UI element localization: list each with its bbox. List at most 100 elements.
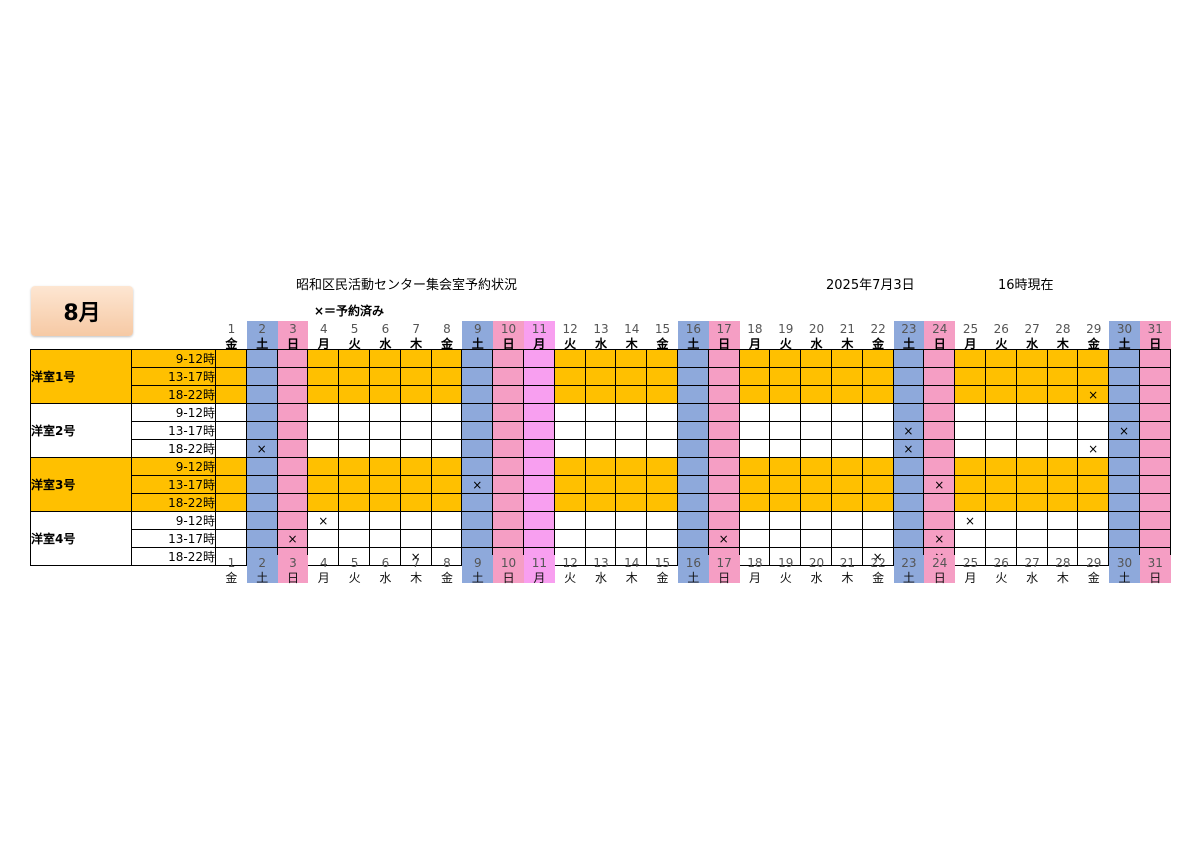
reservation-cell — [307, 529, 340, 548]
time-slot-label: 13-17時 — [131, 529, 216, 548]
day-header-cell: 10 日 — [493, 321, 524, 351]
reservation-cell — [1015, 403, 1048, 422]
reservation-cell — [307, 421, 340, 440]
day-of-week: 金 — [440, 337, 453, 351]
room-name: 洋室2号 — [30, 403, 132, 458]
day-header-cell: 20 水 — [801, 555, 832, 585]
reservation-cell — [800, 421, 832, 440]
reservation-cell — [430, 349, 463, 368]
reservation-cell — [646, 385, 678, 404]
time-slot-label: 13-17時 — [131, 421, 216, 440]
booked-mark: × — [307, 511, 340, 530]
reservation-cell — [584, 403, 617, 422]
reservation-cell — [830, 367, 863, 386]
reservation-cell — [1077, 493, 1110, 512]
day-of-week: 火 — [348, 571, 361, 585]
reservation-cell — [430, 367, 463, 386]
day-number: 14 — [624, 322, 640, 336]
reservation-cell — [1108, 529, 1140, 548]
reservation-cell — [1046, 385, 1079, 404]
day-header-cell: 12 火 — [555, 555, 586, 585]
day-number: 17 — [716, 322, 732, 336]
reservation-cell — [522, 421, 555, 440]
table-row: 13-17時 — [31, 367, 1171, 386]
day-header-cell: 12 火 — [555, 321, 586, 351]
reservation-cell — [430, 511, 463, 530]
day-of-week: 月 — [317, 337, 330, 351]
day-number: 22 — [870, 322, 886, 336]
reservation-cell — [368, 403, 401, 422]
reservation-cell — [615, 529, 648, 548]
reservation-cell — [1138, 421, 1171, 440]
reservation-cell — [338, 493, 370, 512]
day-number: 18 — [747, 556, 763, 570]
reservation-cell — [800, 367, 832, 386]
reservation-cell — [676, 385, 709, 404]
day-of-week: 土 — [471, 337, 484, 351]
day-of-week: 月 — [533, 571, 546, 585]
reservation-cell — [1015, 493, 1048, 512]
day-of-week: 火 — [564, 337, 577, 351]
day-number: 31 — [1147, 322, 1163, 336]
reservation-cell — [276, 367, 309, 386]
reservation-cell — [430, 547, 463, 566]
time-slot-label: 18-22時 — [131, 439, 216, 458]
day-number: 9 — [473, 556, 482, 570]
day-of-week: 日 — [718, 571, 731, 585]
reservation-cell — [215, 475, 247, 494]
day-of-week: 火 — [779, 571, 792, 585]
day-of-week: 木 — [1056, 571, 1069, 585]
day-header-cell: 26 火 — [986, 321, 1017, 351]
reservation-cell — [245, 511, 278, 530]
day-number: 17 — [716, 556, 732, 570]
reservation-cell — [830, 403, 863, 422]
day-number: 24 — [932, 556, 948, 570]
day-number: 11 — [531, 322, 547, 336]
reservation-cell — [830, 421, 863, 440]
reservation-cell — [399, 439, 432, 458]
reservation-cell — [984, 349, 1017, 368]
day-header-cell: 25 月 — [955, 555, 986, 585]
day-header-cell: 11 月 — [523, 555, 555, 585]
reservation-cell — [245, 421, 278, 440]
reservation-cell — [800, 511, 832, 530]
day-number: 29 — [1086, 556, 1102, 570]
day-of-week: 日 — [502, 337, 515, 351]
reservation-cell — [954, 439, 986, 458]
reservation-cell — [430, 421, 463, 440]
day-number: 15 — [654, 556, 671, 570]
reservation-cell — [368, 349, 401, 368]
reservation-cell — [1138, 349, 1171, 368]
day-number: 31 — [1147, 556, 1163, 570]
day-of-week: 金 — [656, 337, 669, 351]
table-row: 洋室1号 9-12時 — [30, 349, 1171, 404]
booked-mark: × — [1077, 385, 1110, 404]
reservation-cell — [923, 457, 956, 476]
reservation-cell — [1046, 547, 1079, 566]
day-number: 5 — [350, 556, 359, 570]
reservation-cell — [522, 367, 555, 386]
reservation-cell — [676, 511, 709, 530]
reservation-cell — [954, 529, 986, 548]
reservation-cell — [707, 403, 740, 422]
day-number: 18 — [747, 322, 763, 336]
reservation-cell — [215, 457, 247, 476]
day-of-week: 月 — [748, 337, 761, 351]
reservation-cell — [892, 385, 925, 404]
day-number: 29 — [1086, 322, 1102, 336]
reservation-cell — [738, 475, 771, 494]
reservation-cell — [707, 439, 740, 458]
reservation-cell — [984, 529, 1017, 548]
reservation-cell — [553, 421, 586, 440]
reservation-cell — [1077, 403, 1110, 422]
reservation-cell — [492, 367, 524, 386]
reservation-cell — [276, 403, 309, 422]
day-header-cell: 17 日 — [708, 321, 740, 351]
reservation-cell — [245, 385, 278, 404]
day-of-week: 日 — [1149, 337, 1162, 351]
reservation-cell — [215, 349, 247, 368]
